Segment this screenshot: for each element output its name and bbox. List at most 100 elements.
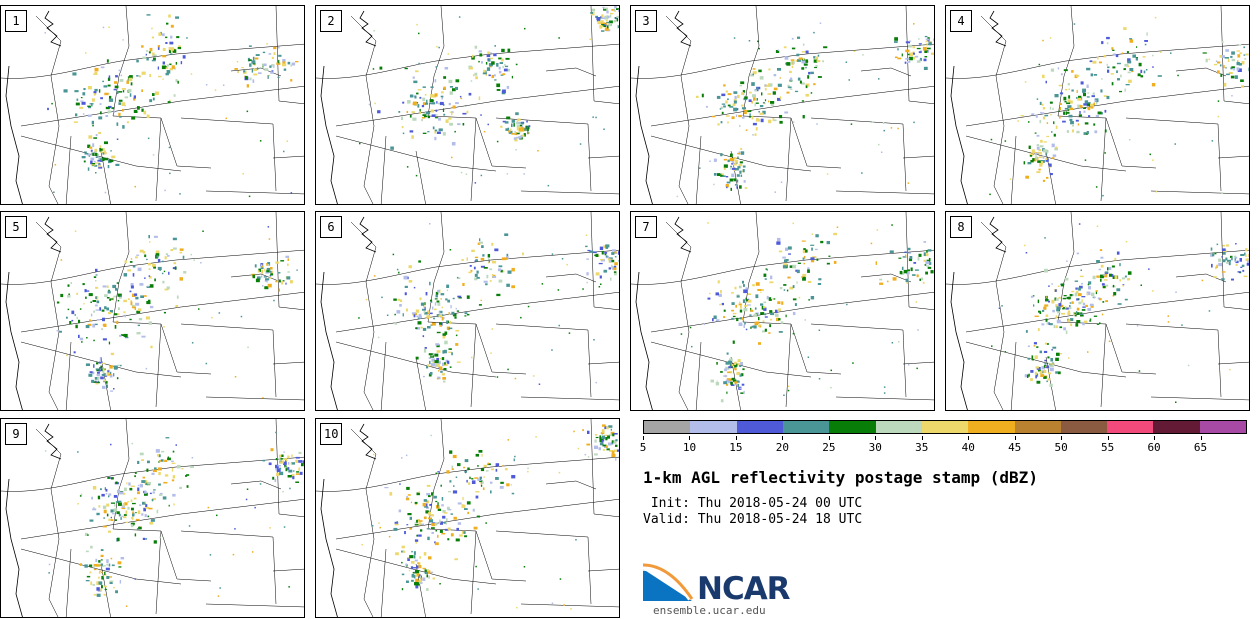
echo-cell bbox=[424, 506, 428, 508]
echo-cell bbox=[1123, 27, 1127, 30]
echo-cell bbox=[137, 267, 142, 272]
echo-cell bbox=[1211, 263, 1213, 268]
echo-cell bbox=[120, 364, 122, 367]
echo-cell bbox=[592, 116, 594, 118]
echo-cell bbox=[457, 123, 461, 126]
echo-cell bbox=[164, 66, 167, 68]
echo-cell bbox=[1095, 290, 1097, 295]
echo-cell bbox=[85, 580, 90, 582]
echo-cell bbox=[1236, 67, 1240, 71]
state-border bbox=[350, 428, 377, 617]
echo-cell bbox=[177, 46, 182, 50]
echo-cell bbox=[434, 136, 437, 141]
echo-cell bbox=[1111, 82, 1114, 86]
echo-cell bbox=[480, 477, 482, 480]
echo-cell bbox=[587, 456, 590, 458]
echo-cell bbox=[272, 476, 275, 480]
echo-cell bbox=[442, 362, 445, 366]
echo-cell bbox=[768, 83, 771, 87]
echo-cell bbox=[601, 250, 604, 255]
echo-cell bbox=[1241, 61, 1245, 65]
echo-cell bbox=[725, 100, 728, 104]
echo-cell bbox=[1087, 307, 1092, 311]
echo-cell bbox=[524, 128, 527, 131]
state-border bbox=[1175, 273, 1227, 283]
echo-cell bbox=[774, 191, 776, 193]
echo-cell bbox=[507, 439, 509, 441]
echo-cell bbox=[594, 434, 598, 436]
echo-cell bbox=[426, 588, 429, 591]
echo-cell bbox=[418, 580, 422, 583]
echo-cell bbox=[106, 297, 110, 299]
echo-cell bbox=[166, 70, 171, 74]
echo-cell bbox=[165, 437, 170, 439]
echo-cell bbox=[603, 269, 608, 273]
echo-cell bbox=[513, 458, 515, 462]
echo-cell bbox=[113, 508, 118, 513]
echo-cell bbox=[146, 468, 149, 472]
echo-cell bbox=[742, 169, 745, 173]
echo-cell bbox=[67, 295, 71, 298]
echo-cell bbox=[459, 95, 462, 98]
colorbar-swatch bbox=[1107, 421, 1154, 433]
state-border bbox=[965, 291, 1249, 333]
coastline bbox=[635, 216, 692, 410]
echo-cell bbox=[1044, 268, 1048, 273]
echo-cell bbox=[1230, 67, 1233, 70]
echo-cell bbox=[162, 55, 167, 58]
echo-cell bbox=[428, 575, 430, 579]
echo-cell bbox=[449, 320, 452, 325]
echo-cell bbox=[430, 514, 434, 517]
echo-cell bbox=[608, 434, 613, 437]
echo-cell bbox=[423, 516, 427, 520]
echo-cell bbox=[1071, 89, 1074, 92]
echo-cell bbox=[100, 365, 103, 369]
echo-cell bbox=[504, 121, 509, 124]
echo-cell bbox=[120, 557, 125, 560]
echo-cell bbox=[801, 67, 805, 70]
state-border bbox=[427, 212, 527, 375]
echo-cell bbox=[56, 301, 60, 304]
echo-cell bbox=[478, 450, 483, 453]
state-border bbox=[112, 6, 212, 169]
echo-cell bbox=[570, 608, 572, 610]
state-border bbox=[902, 155, 934, 159]
echo-cell bbox=[1055, 371, 1059, 374]
echo-cell bbox=[125, 521, 129, 524]
echo-cell bbox=[179, 277, 183, 281]
echo-cell bbox=[1049, 106, 1052, 110]
echo-cell bbox=[413, 80, 418, 84]
state-border bbox=[835, 190, 934, 195]
echo-cell bbox=[478, 304, 482, 306]
echo-cell bbox=[127, 501, 129, 503]
echo-cell bbox=[1105, 300, 1108, 303]
echo-cell bbox=[1064, 88, 1068, 91]
echo-cell bbox=[87, 114, 92, 117]
echo-cell bbox=[551, 349, 553, 351]
echo-cell bbox=[418, 313, 422, 317]
colorbar-tick bbox=[1200, 436, 1202, 440]
echo-cell bbox=[727, 371, 731, 374]
echo-cell bbox=[926, 43, 928, 47]
echo-cell bbox=[1063, 111, 1066, 115]
echo-cell bbox=[1111, 47, 1114, 50]
echo-cell bbox=[1226, 244, 1229, 247]
reflectivity-colorbar bbox=[643, 420, 1247, 434]
echo-cell bbox=[1240, 266, 1243, 268]
echo-cell bbox=[1057, 285, 1060, 287]
echo-cell bbox=[447, 527, 451, 531]
member-number: 4 bbox=[950, 10, 972, 32]
echo-cell bbox=[908, 258, 913, 262]
echo-cell bbox=[373, 453, 375, 456]
echo-cell bbox=[461, 259, 464, 261]
echo-cell bbox=[1052, 154, 1057, 157]
echo-cell bbox=[132, 516, 134, 521]
echo-cell bbox=[474, 477, 479, 479]
echo-cell bbox=[1121, 277, 1126, 280]
echo-cell bbox=[431, 523, 436, 527]
echo-cell bbox=[109, 159, 114, 163]
echo-cell bbox=[606, 426, 609, 429]
echo-cell bbox=[96, 373, 101, 377]
echo-cell bbox=[1049, 173, 1053, 176]
echo-cell bbox=[805, 249, 808, 253]
